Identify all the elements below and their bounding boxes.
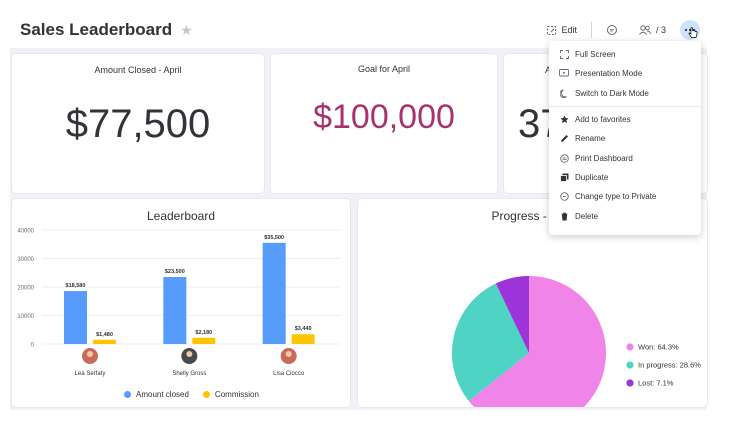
menu-item-presentation-mode[interactable]: Presentation Mode [549, 64, 701, 83]
bar-amount-closed [262, 242, 286, 344]
x-tick-label: Shelly Gross [172, 371, 206, 377]
menu-item-label: Delete [575, 211, 599, 221]
page-title[interactable]: Sales Leaderboard [20, 20, 173, 39]
edit-label: Edit [561, 25, 577, 35]
legend-label: Commission [214, 390, 259, 399]
pie-slice-in-progress [452, 283, 529, 401]
members-count: / 3 [655, 25, 666, 35]
y-tick-label: 10000 [17, 314, 34, 320]
members-button[interactable]: / 3 [630, 18, 674, 42]
goal-value: $100,000 [313, 98, 455, 136]
star-icon [559, 115, 569, 125]
avatar-face [186, 351, 193, 357]
pie-slice-won [468, 276, 606, 407]
legend-label: Amount closed [136, 390, 189, 399]
updates-button[interactable] [598, 18, 630, 42]
fullscreen-icon [559, 50, 569, 60]
pie-slice-lost [495, 276, 529, 353]
leaderboard-widget[interactable]: Leaderboard 40000 30000 20000 10000 0 $18,580… [12, 199, 350, 407]
menu-item-label: Presentation Mode [575, 69, 643, 79]
menu-divider [549, 105, 701, 107]
y-tick-label: 40000 [17, 229, 34, 235]
menu-item-change-type-to-private[interactable]: Change type to Private [549, 187, 701, 206]
legend-dot [626, 343, 634, 351]
legend-dot [626, 361, 634, 369]
more-options-menu: Full Screen Presentation Mode Switch to Da… [549, 41, 701, 235]
menu-item-label: Switch to Dark Mode [575, 88, 649, 98]
bar-amount-closed [64, 291, 87, 344]
y-tick-label: 30000 [17, 257, 34, 263]
bar-commission [291, 334, 315, 344]
widget-title: A [545, 65, 552, 75]
data-label: $18,580 [66, 283, 86, 289]
amount-closed-widget[interactable]: Amount Closed - April $77,500 [12, 54, 264, 193]
duplicate-icon [559, 172, 569, 182]
print-icon [559, 153, 569, 163]
trash-icon [559, 211, 569, 221]
star-icon[interactable]: ★ [180, 21, 193, 38]
amount-closed-value: $77,500 [65, 102, 211, 146]
menu-item-label: Add to favorites [575, 115, 631, 125]
widget-title: Amount Closed - April [94, 65, 182, 75]
edit-button[interactable]: Edit [538, 18, 585, 42]
bar-amount-closed [163, 277, 187, 344]
menu-item-label: Rename [575, 134, 606, 144]
edit-icon [547, 25, 557, 35]
legend-amount-closed: Amount closed [124, 390, 189, 399]
legend-commission: Commission [202, 390, 259, 399]
data-label: $3,440 [295, 326, 312, 332]
x-tick-label: Lea Serfaty [75, 371, 106, 377]
moon-icon [559, 88, 569, 98]
chart-legend: Amount closed Commission [124, 390, 259, 399]
chart-title: Progress - A [491, 209, 558, 223]
avatar-face [285, 351, 292, 357]
y-tick-label: 20000 [17, 286, 34, 292]
avatar-face [87, 351, 93, 357]
menu-item-duplicate[interactable]: Duplicate [549, 168, 701, 187]
bar-commission [93, 339, 116, 344]
menu-item-rename[interactable]: Rename [549, 129, 701, 148]
legend-dot [626, 379, 634, 387]
data-label: $1,480 [96, 332, 113, 338]
goal-widget[interactable]: Goal for April $100,000 [271, 54, 497, 193]
more-options-button[interactable] [680, 20, 700, 40]
people-icon [639, 25, 651, 35]
menu-item-print-dashboard[interactable]: Print Dashboard [549, 148, 701, 167]
x-tick-label: Lisa Ciocco [273, 371, 305, 377]
menu-item-label: Duplicate [575, 172, 609, 182]
header-actions: Edit / 3 [538, 18, 700, 42]
menu-item-delete[interactable]: Delete [549, 206, 701, 225]
widget-title: Goal for April [357, 64, 411, 74]
menu-item-label: Print Dashboard [575, 153, 633, 163]
menu-item-add-to-favorites[interactable]: Add to favorites [549, 110, 701, 129]
legend-label: Lost: 7.1% [638, 379, 674, 388]
legend-label: Won: 64.3% [638, 343, 679, 352]
bar-commission [192, 337, 216, 344]
leaderboard-bar-chart: 40000 30000 20000 10000 0 $18,580 $1,480 Lea Se… [17, 229, 340, 377]
lock-icon [559, 192, 569, 202]
data-label: $23,500 [165, 269, 185, 275]
chart-title: Leaderboard [146, 209, 216, 223]
legend-label: In progress: 28.6% [638, 361, 701, 370]
progress-pie-chart: Won: 64.3% In progress: 28.6% Lost: 7.1% [452, 276, 701, 407]
data-label: $2,180 [195, 330, 212, 336]
menu-item-switch-to-dark-mode[interactable]: Switch to Dark Mode [549, 84, 701, 103]
menu-item-full-screen[interactable]: Full Screen [549, 45, 701, 64]
presentation-icon [559, 69, 569, 79]
y-tick-label: 0 [31, 343, 35, 349]
menu-item-label: Change type to Private [575, 192, 657, 202]
menu-item-label: Full Screen [575, 50, 616, 60]
hand-cursor-icon [688, 27, 698, 38]
pencil-icon [559, 134, 569, 144]
dashboard-header: Sales Leaderboard ★ Edit / 3 [10, 12, 710, 48]
divider [590, 22, 592, 38]
data-label: $35,500 [264, 235, 284, 241]
chat-icon [606, 25, 617, 35]
